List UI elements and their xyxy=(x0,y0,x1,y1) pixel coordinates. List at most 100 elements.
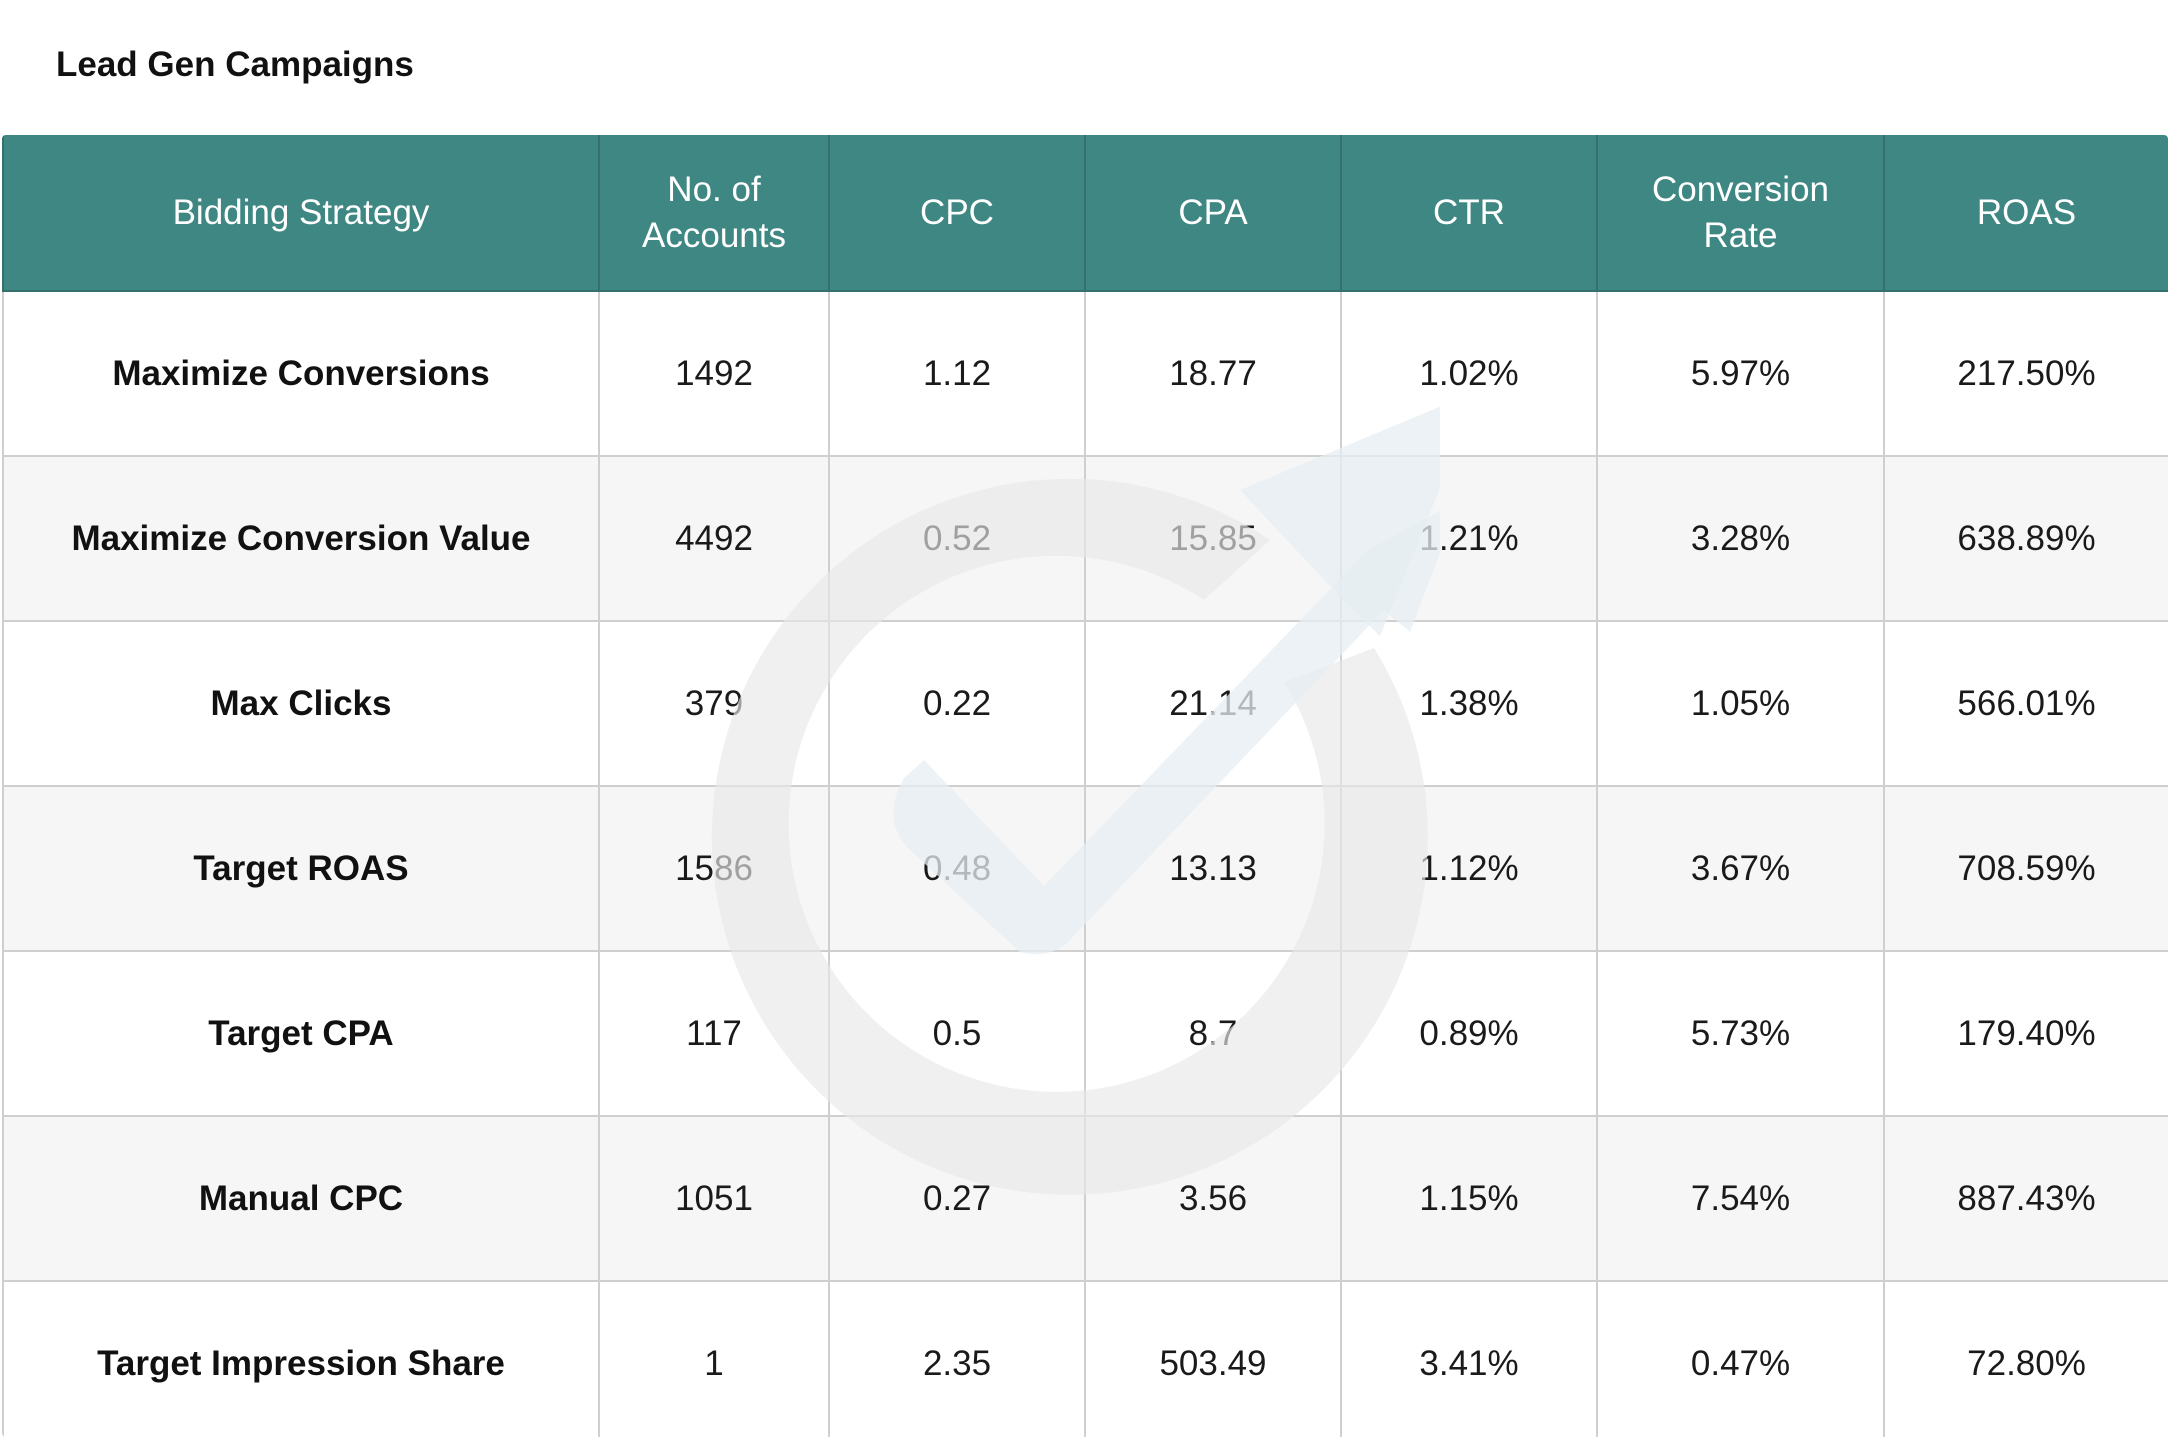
cell-text: 638.89% xyxy=(1957,518,2096,558)
cell-text: 72.80% xyxy=(1967,1343,2086,1383)
column-header-accounts: No. of Accounts xyxy=(598,135,830,292)
cell-accounts: 1 xyxy=(598,1280,830,1437)
cell-text: 21.14 xyxy=(1169,683,1257,723)
header-row: Bidding Strategy No. of Accounts CPC CPA… xyxy=(2,135,2168,292)
table-container: Bidding Strategy No. of Accounts CPC CPA… xyxy=(2,135,2168,1437)
cell-text: 217.50% xyxy=(1957,353,2096,393)
table-body: Maximize Conversions 1492 1.12 18.77 1.02% 5.… xyxy=(2,290,2168,1437)
cell-text: 503.49 xyxy=(1159,1343,1267,1383)
cell-text: 3.67% xyxy=(1690,848,1791,888)
cell-ctr: 1.15% xyxy=(1340,1115,1598,1282)
cell-text: 7.54% xyxy=(1690,1178,1791,1218)
cell-cpa: 15.85 xyxy=(1084,455,1342,622)
cell-text: 8.7 xyxy=(1188,1013,1238,1053)
cell-text: 3.41% xyxy=(1419,1343,1519,1383)
cell-conversion-rate: 3.28% xyxy=(1596,455,1885,622)
cell-cpc: 0.48 xyxy=(828,785,1086,952)
page-title: Lead Gen Campaigns xyxy=(56,45,414,84)
cell-accounts: 1586 xyxy=(598,785,830,952)
cell-text: 4492 xyxy=(675,518,753,558)
cell-text: 117 xyxy=(686,1013,742,1053)
table-row: Target Impression Share 1 2.35 503.49 3.41% 0… xyxy=(2,1280,2168,1437)
cell-text: 5.73% xyxy=(1690,1013,1791,1053)
cell-cpa: 21.14 xyxy=(1084,620,1342,787)
cell-text: 1.38% xyxy=(1419,683,1519,723)
cell-text: 1051 xyxy=(675,1178,753,1218)
cell-text: 18.77 xyxy=(1169,353,1257,393)
cell-text: 1.02% xyxy=(1419,353,1519,393)
cell-roas: 72.80% xyxy=(1883,1280,2168,1437)
cell-text: 0.27 xyxy=(922,1178,992,1218)
cell-text: 5.97% xyxy=(1690,353,1791,393)
cell-text: 3.28% xyxy=(1690,518,1791,558)
cell-cpa: 503.49 xyxy=(1084,1280,1342,1437)
cell-ctr: 0.89% xyxy=(1340,950,1598,1117)
cell-cpa: 18.77 xyxy=(1084,290,1342,457)
cell-cpc: 0.22 xyxy=(828,620,1086,787)
cell-roas: 638.89% xyxy=(1883,455,2168,622)
column-header-ctr: CTR xyxy=(1340,135,1598,292)
cell-bidding-strategy: Maximize Conversion Value xyxy=(2,455,600,622)
cell-text: 1 xyxy=(704,1343,724,1383)
cell-conversion-rate: 5.73% xyxy=(1596,950,1885,1117)
cell-conversion-rate: 5.97% xyxy=(1596,290,1885,457)
cell-text: Manual CPC xyxy=(198,1178,404,1218)
cell-bidding-strategy: Target CPA xyxy=(2,950,600,1117)
cell-ctr: 1.21% xyxy=(1340,455,1598,622)
cell-cpa: 3.56 xyxy=(1084,1115,1342,1282)
table-row: Target ROAS 1586 0.48 13.13 1.12% 3.67% 708.59… xyxy=(2,785,2168,952)
cell-cpc: 0.27 xyxy=(828,1115,1086,1282)
cell-text: 15.85 xyxy=(1169,518,1257,558)
cell-cpc: 0.52 xyxy=(828,455,1086,622)
cell-accounts: 4492 xyxy=(598,455,830,622)
cell-text: 1492 xyxy=(675,353,753,393)
cell-cpc: 0.5 xyxy=(828,950,1086,1117)
cell-roas: 217.50% xyxy=(1883,290,2168,457)
column-header-cpa: CPA xyxy=(1084,135,1342,292)
table-header: Bidding Strategy No. of Accounts CPC CPA… xyxy=(2,135,2168,292)
cell-text: Maximize Conversion Value xyxy=(71,518,531,558)
cell-roas: 708.59% xyxy=(1883,785,2168,952)
cell-text: 3.56 xyxy=(1178,1178,1248,1218)
cell-ctr: 1.12% xyxy=(1340,785,1598,952)
table-row: Manual CPC 1051 0.27 3.56 1.15% 7.54% 887.43% xyxy=(2,1115,2168,1282)
cell-conversion-rate: 0.47% xyxy=(1596,1280,1885,1437)
cell-ctr: 3.41% xyxy=(1340,1280,1598,1437)
cell-text: 13.13 xyxy=(1169,848,1257,888)
cell-accounts: 379 xyxy=(598,620,830,787)
cell-accounts: 1051 xyxy=(598,1115,830,1282)
cell-bidding-strategy: Manual CPC xyxy=(2,1115,600,1282)
cell-text: 0.52 xyxy=(922,518,992,558)
cell-text: 1.05% xyxy=(1690,683,1791,723)
cell-text: 0.89% xyxy=(1419,1013,1519,1053)
cell-text: 887.43% xyxy=(1957,1178,2096,1218)
cell-text: Target CPA xyxy=(208,1013,394,1053)
cell-text: 2.35 xyxy=(922,1343,992,1383)
cell-cpc: 2.35 xyxy=(828,1280,1086,1437)
table-row: Maximize Conversion Value 4492 0.52 15.85 1.… xyxy=(2,455,2168,622)
cell-cpa: 13.13 xyxy=(1084,785,1342,952)
cell-text: 0.48 xyxy=(922,848,992,888)
cell-roas: 566.01% xyxy=(1883,620,2168,787)
cell-text: 1.15% xyxy=(1419,1178,1519,1218)
cell-text: Max Clicks xyxy=(210,683,392,723)
cell-conversion-rate: 3.67% xyxy=(1596,785,1885,952)
cell-ctr: 1.38% xyxy=(1340,620,1598,787)
table-row: Maximize Conversions 1492 1.12 18.77 1.02% 5.… xyxy=(2,290,2168,457)
cell-roas: 887.43% xyxy=(1883,1115,2168,1282)
cell-text: Maximize Conversions xyxy=(112,353,490,393)
cell-bidding-strategy: Max Clicks xyxy=(2,620,600,787)
cell-text: 1.21% xyxy=(1419,518,1519,558)
cell-text: 0.22 xyxy=(922,683,992,723)
cell-text: 566.01% xyxy=(1957,683,2096,723)
cell-text: 179.40% xyxy=(1957,1013,2096,1053)
cell-text: 1.12 xyxy=(922,353,992,393)
data-table: Bidding Strategy No. of Accounts CPC CPA… xyxy=(2,135,2168,1437)
table-row: Max Clicks 379 0.22 21.14 1.38% 1.05% 566.01% xyxy=(2,620,2168,787)
cell-cpa: 8.7 xyxy=(1084,950,1342,1117)
column-header-roas: ROAS xyxy=(1883,135,2168,292)
table-row: Target CPA 117 0.5 8.7 0.89% 5.73% 179.40% xyxy=(2,950,2168,1117)
column-header-bidding-strategy: Bidding Strategy xyxy=(2,135,600,292)
column-header-conversion-rate: Conversion Rate xyxy=(1596,135,1885,292)
cell-accounts: 1492 xyxy=(598,290,830,457)
